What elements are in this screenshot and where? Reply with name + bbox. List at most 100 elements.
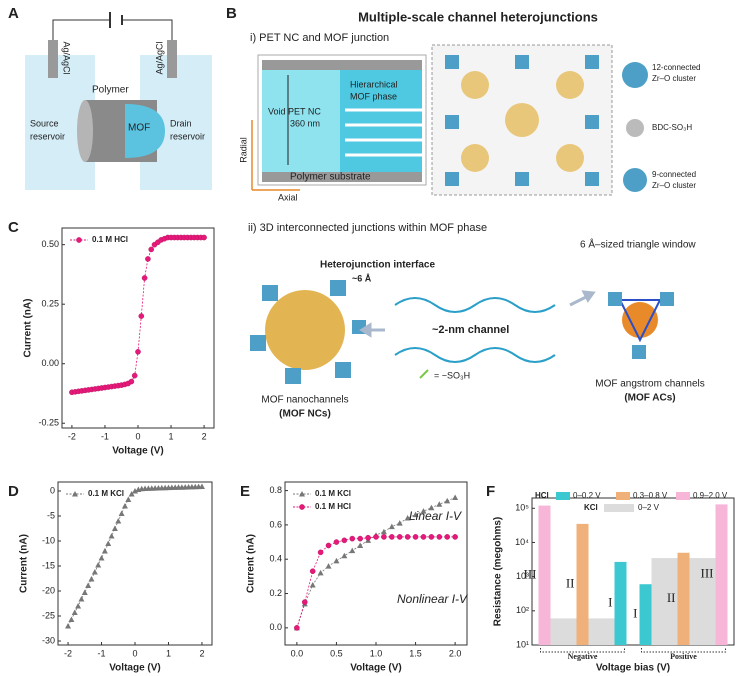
y-tick-label: 0.25 — [41, 299, 59, 309]
x-axis-label: Voltage (V) — [109, 663, 160, 674]
panel-subtitle: ii) 3D interconnected junctions within M… — [248, 222, 487, 234]
x-tick-label: 2 — [199, 648, 204, 658]
interface-size: ~6 Å — [352, 273, 372, 283]
bar — [677, 552, 690, 645]
y-tick-label: 10¹ — [516, 639, 529, 649]
y-tick-label: 0.2 — [269, 588, 282, 598]
axial-label: Axial — [278, 192, 298, 202]
legend-label: 9-connected — [652, 170, 696, 179]
marker — [333, 557, 340, 564]
panel-subtitle: i) PET NC and MOF junction — [250, 32, 389, 44]
marker — [88, 576, 95, 582]
bar — [639, 584, 652, 645]
legend-swatch — [604, 504, 634, 512]
x-tick-label: 1 — [166, 648, 171, 658]
legend-title: KCl — [584, 503, 598, 512]
series-line — [71, 237, 205, 393]
plot-frame — [57, 481, 213, 646]
channel-wall — [394, 297, 556, 313]
panel-b-ii: ii) 3D interconnected junctions within M… — [248, 222, 705, 420]
void-label: 360 nm — [290, 118, 320, 128]
mof-clusters — [445, 55, 599, 186]
x-tick-label: 2 — [202, 431, 207, 441]
annotation: Linear I-V — [409, 509, 462, 523]
y-tick-label: 0.0 — [269, 622, 282, 632]
y-tick-label: 10² — [516, 605, 529, 615]
x-axis-label: Voltage bias (V) — [596, 663, 670, 674]
x-tick-label: 0 — [132, 648, 137, 658]
legend-label: 12-connected — [652, 63, 700, 72]
bar-tag: III — [524, 566, 537, 581]
marker — [72, 491, 78, 497]
marker — [115, 518, 122, 524]
y-tick-label: 0.00 — [41, 358, 59, 368]
category-label: Negative — [568, 652, 598, 661]
substrate — [262, 60, 422, 70]
marker — [95, 562, 102, 568]
marker — [301, 599, 308, 605]
marker — [396, 520, 403, 526]
substrate — [262, 172, 422, 182]
legend-label: 0.1 M KCl — [88, 489, 124, 498]
plot-frame — [531, 497, 735, 646]
panel-label: F — [486, 483, 495, 500]
legend-label: 0–0.2 V — [573, 491, 601, 500]
marker — [309, 568, 316, 575]
marker — [81, 589, 88, 595]
polymer-label: Polymer — [92, 85, 129, 96]
channel-label: ~2-nm channel — [432, 324, 509, 336]
y-tick-label: -15 — [42, 560, 55, 570]
y-axis-label: Current (nA) — [246, 534, 257, 593]
y-tick-label: -10 — [42, 535, 55, 545]
marker — [198, 483, 205, 489]
legend-label: 0.1 M HCl — [92, 235, 128, 244]
panel-label: C — [8, 219, 19, 236]
y-tick-label: 0.4 — [269, 554, 282, 564]
marker — [101, 548, 108, 554]
acs-label: MOF angstrom channels — [595, 379, 705, 390]
cluster-icon — [622, 62, 648, 88]
mof-label: MOF — [128, 123, 150, 134]
marker — [201, 234, 207, 241]
legend-label: 0.9–2.0 V — [693, 491, 728, 500]
y-tick-label: 0.6 — [269, 519, 282, 529]
y-tick-label: -30 — [42, 635, 55, 645]
x-tick-label: -2 — [64, 648, 72, 658]
window-label: 6 Å–sized triangle window — [580, 238, 696, 251]
mof-cages — [461, 71, 584, 172]
electrode-label: Ag/AgCl — [154, 41, 164, 74]
legend-label: Zr–O cluster — [652, 181, 696, 190]
marker — [389, 534, 395, 540]
marker — [317, 549, 324, 556]
x-tick-label: -1 — [101, 431, 109, 441]
x-tick-label: 2.0 — [449, 648, 462, 658]
legend-swatch — [616, 492, 630, 500]
legend-label: 0.1 M KCl — [315, 489, 351, 498]
y-tick-label: 10³ — [516, 571, 529, 581]
axes-arrows — [251, 120, 300, 191]
y-tick-label: 0.8 — [269, 485, 282, 495]
panel-label: B — [226, 5, 237, 22]
bar — [538, 505, 551, 645]
marker — [65, 623, 72, 629]
y-tick-label: -20 — [42, 585, 55, 595]
marker — [444, 534, 451, 540]
legend-swatch — [556, 492, 570, 500]
acs-label: (MOF ACs) — [624, 393, 675, 404]
category-label: Positive — [670, 652, 697, 661]
sulfonate-icon — [419, 369, 429, 379]
marker — [341, 552, 348, 559]
marker — [357, 535, 363, 542]
marker — [118, 510, 125, 516]
x-axis-label: Voltage (V) — [112, 446, 163, 457]
marker — [91, 569, 98, 575]
panel-label: D — [8, 483, 19, 500]
void-channel — [262, 70, 340, 172]
y-tick-label: -5 — [47, 510, 55, 520]
legend-label: Zr–O cluster — [652, 74, 696, 83]
annotation: Nonlinear I-V — [397, 592, 468, 606]
legend-title: HCl — [535, 491, 549, 500]
x-tick-label: -1 — [98, 648, 106, 658]
y-tick-label: -25 — [42, 610, 55, 620]
marker — [420, 508, 427, 514]
